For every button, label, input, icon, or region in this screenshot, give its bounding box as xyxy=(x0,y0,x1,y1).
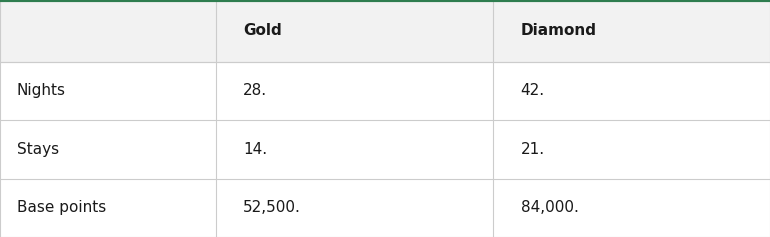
Text: Base points: Base points xyxy=(17,200,106,215)
Text: 52,500.: 52,500. xyxy=(243,200,301,215)
Bar xyxy=(0,0,216,62)
Bar xyxy=(0,62,216,120)
Bar xyxy=(493,0,770,62)
Text: Diamond: Diamond xyxy=(521,23,597,38)
Text: Stays: Stays xyxy=(17,142,59,157)
Bar xyxy=(216,62,493,120)
Bar xyxy=(493,62,770,120)
Text: 84,000.: 84,000. xyxy=(521,200,578,215)
Text: Gold: Gold xyxy=(243,23,282,38)
Bar xyxy=(216,178,493,237)
Bar xyxy=(0,120,216,178)
Bar xyxy=(216,0,493,62)
Text: 28.: 28. xyxy=(243,83,267,98)
Text: 21.: 21. xyxy=(521,142,544,157)
Bar xyxy=(493,120,770,178)
Text: 14.: 14. xyxy=(243,142,267,157)
Bar xyxy=(493,178,770,237)
Text: 42.: 42. xyxy=(521,83,544,98)
Text: Nights: Nights xyxy=(17,83,66,98)
Bar xyxy=(216,120,493,178)
Bar xyxy=(0,178,216,237)
